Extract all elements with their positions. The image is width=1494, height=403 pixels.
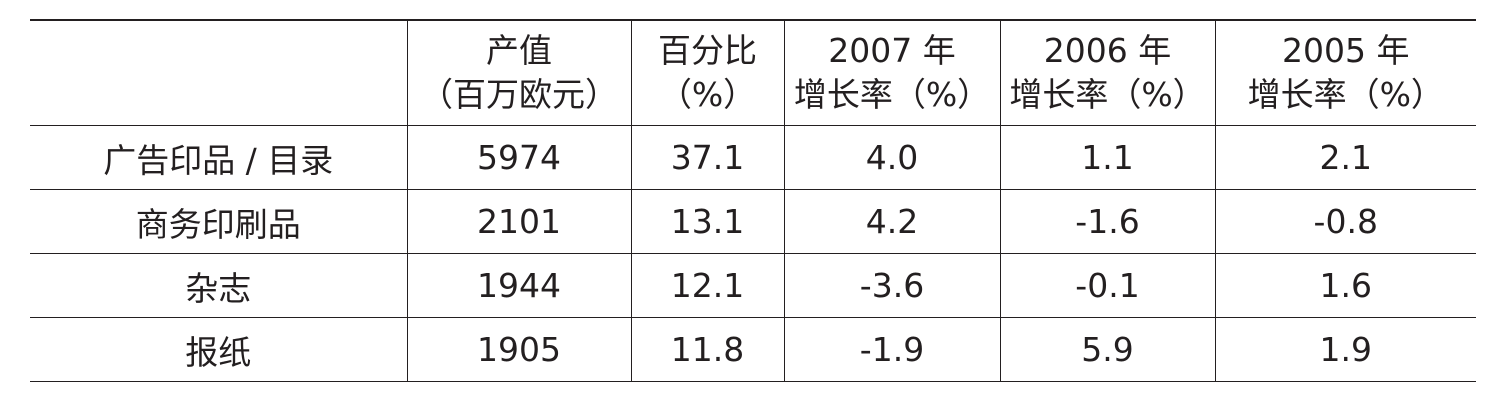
data-cell: 37.1	[630, 125, 784, 190]
table-wrap: 产值 （百万欧元） 百分比 （%） 2007 年增长率（%） 2006 年增长率（%） 20…	[30, 19, 1476, 382]
header-line: 产值	[486, 31, 552, 70]
corner-cell	[30, 19, 407, 126]
data-cell: 4.0	[783, 125, 1000, 190]
data-cell: 5974	[406, 125, 631, 190]
table-body: 产值 （百万欧元） 百分比 （%） 2007 年增长率（%） 2006 年增长率（%） 20…	[30, 19, 1476, 382]
data-cell: -0.1	[999, 253, 1215, 318]
data-row: 杂志 1944 12.1 -3.6 -0.1 1.6	[30, 253, 1476, 318]
data-cell: -1.9	[783, 317, 1000, 382]
data-cell: -1.6	[999, 189, 1215, 254]
data-row: 报纸 1905 11.8 -1.9 5.9 1.9	[30, 317, 1476, 382]
data-cell: 1905	[406, 317, 631, 382]
data-row: 广告印品 / 目录 5974 37.1 4.0 1.1 2.1	[30, 125, 1476, 190]
header-line: 增长率（%）	[1009, 75, 1206, 114]
data-cell: 5.9	[999, 317, 1215, 382]
header-line: 2006 年	[1043, 31, 1172, 70]
data-row: 商务印刷品 2101 13.1 4.2 -1.6 -0.8	[30, 189, 1476, 254]
data-cell: -3.6	[783, 253, 1000, 318]
data-cell: 2101	[406, 189, 631, 254]
header-line: （百万欧元）	[420, 75, 618, 114]
header-cell: 百分比 （%）	[630, 19, 784, 126]
header-line: 增长率（%）	[1247, 75, 1444, 114]
row-label: 商务印刷品	[30, 189, 407, 254]
header-cell: 产值 （百万欧元）	[406, 19, 631, 126]
data-cell: 12.1	[630, 253, 784, 318]
header-line: （%）	[658, 75, 757, 114]
header-cell: 2007 年增长率（%）	[783, 19, 1000, 126]
data-cell: 4.2	[783, 189, 1000, 254]
data-cell: 1.9	[1214, 317, 1476, 382]
data-cell: -0.8	[1214, 189, 1476, 254]
row-label: 广告印品 / 目录	[30, 125, 407, 190]
data-cell: 1944	[406, 253, 631, 318]
data-cell: 13.1	[630, 189, 784, 254]
header-cell: 2006 年增长率（%）	[999, 19, 1215, 126]
header-row: 产值 （百万欧元） 百分比 （%） 2007 年增长率（%） 2006 年增长率（%） 20…	[30, 19, 1476, 126]
header-line: 2007 年	[828, 31, 956, 70]
data-cell: 11.8	[630, 317, 784, 382]
data-cell: 1.1	[999, 125, 1215, 190]
header-line: 百分比	[658, 31, 757, 70]
header-line: 2005 年	[1282, 31, 1410, 70]
header-cell: 2005 年增长率（%）	[1214, 19, 1476, 126]
header-line: 增长率（%）	[793, 75, 991, 114]
data-cell: 1.6	[1214, 253, 1476, 318]
row-label: 报纸	[30, 317, 407, 382]
row-label: 杂志	[30, 253, 407, 318]
data-table: 产值 （百万欧元） 百分比 （%） 2007 年增长率（%） 2006 年增长率（%） 20…	[30, 19, 1476, 382]
data-cell: 2.1	[1214, 125, 1476, 190]
